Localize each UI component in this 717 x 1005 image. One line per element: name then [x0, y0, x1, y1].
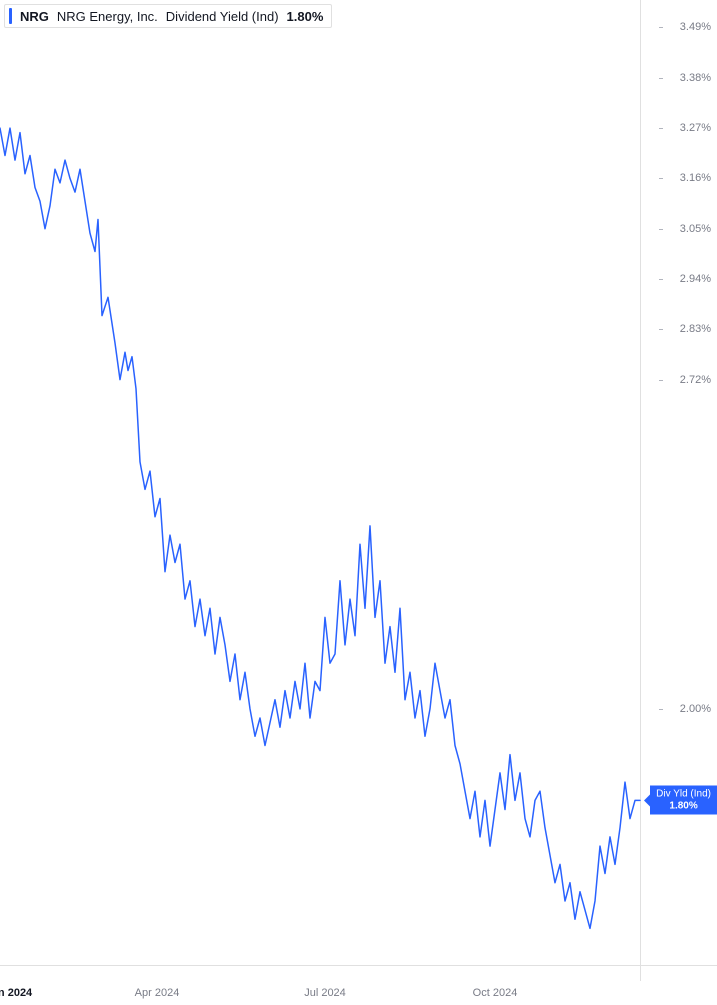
y-axis-label: 2.83%	[680, 323, 711, 335]
x-axis-label: Jul 2024	[304, 987, 346, 999]
y-axis-tick	[659, 78, 663, 79]
x-axis: an 2024 Apr 2024 Jul 2024 Oct 2024	[0, 981, 717, 1005]
legend-ticker: NRG	[20, 9, 49, 24]
y-axis-label: 2.72%	[680, 374, 711, 386]
y-axis-tick	[659, 229, 663, 230]
tag-title: Div Yld (Ind)	[656, 789, 711, 801]
y-axis-tick	[659, 709, 663, 710]
line-chart[interactable]	[0, 0, 717, 1005]
tag-value: 1.80%	[656, 800, 711, 812]
y-axis-label: 3.27%	[680, 122, 711, 134]
x-axis-label: Oct 2024	[473, 987, 518, 999]
y-axis-tick	[659, 279, 663, 280]
legend-name: NRG Energy, Inc.	[57, 9, 158, 24]
chart-legend[interactable]: NRG NRG Energy, Inc. Dividend Yield (Ind…	[4, 4, 332, 28]
x-axis-label: an 2024	[0, 987, 32, 999]
legend-color-bar	[9, 8, 12, 24]
y-axis-tick	[659, 329, 663, 330]
y-axis-tick	[659, 178, 663, 179]
y-axis-tick	[659, 27, 663, 28]
y-axis-tick	[659, 380, 663, 381]
y-axis-label: 3.05%	[680, 223, 711, 235]
y-axis-label: 2.00%	[680, 703, 711, 715]
legend-value: 1.80%	[287, 9, 324, 24]
y-axis-tick	[659, 128, 663, 129]
legend-metric: Dividend Yield (Ind)	[166, 9, 279, 24]
chart-container: 3.49% 3.38% 3.27% 3.16% 3.05% 2.94% 2.83% 2.72%…	[0, 0, 717, 1005]
y-axis-label: 2.94%	[680, 273, 711, 285]
x-axis-label: Apr 2024	[135, 987, 180, 999]
y-axis-label: 3.49%	[680, 21, 711, 33]
y-axis: 3.49% 3.38% 3.27% 3.16% 3.05% 2.94% 2.83% 2.72%…	[657, 0, 717, 1005]
series-line	[0, 128, 640, 928]
current-value-tag: Div Yld (Ind) 1.80%	[650, 786, 717, 815]
y-axis-label: 3.38%	[680, 72, 711, 84]
y-axis-label: 3.16%	[680, 172, 711, 184]
